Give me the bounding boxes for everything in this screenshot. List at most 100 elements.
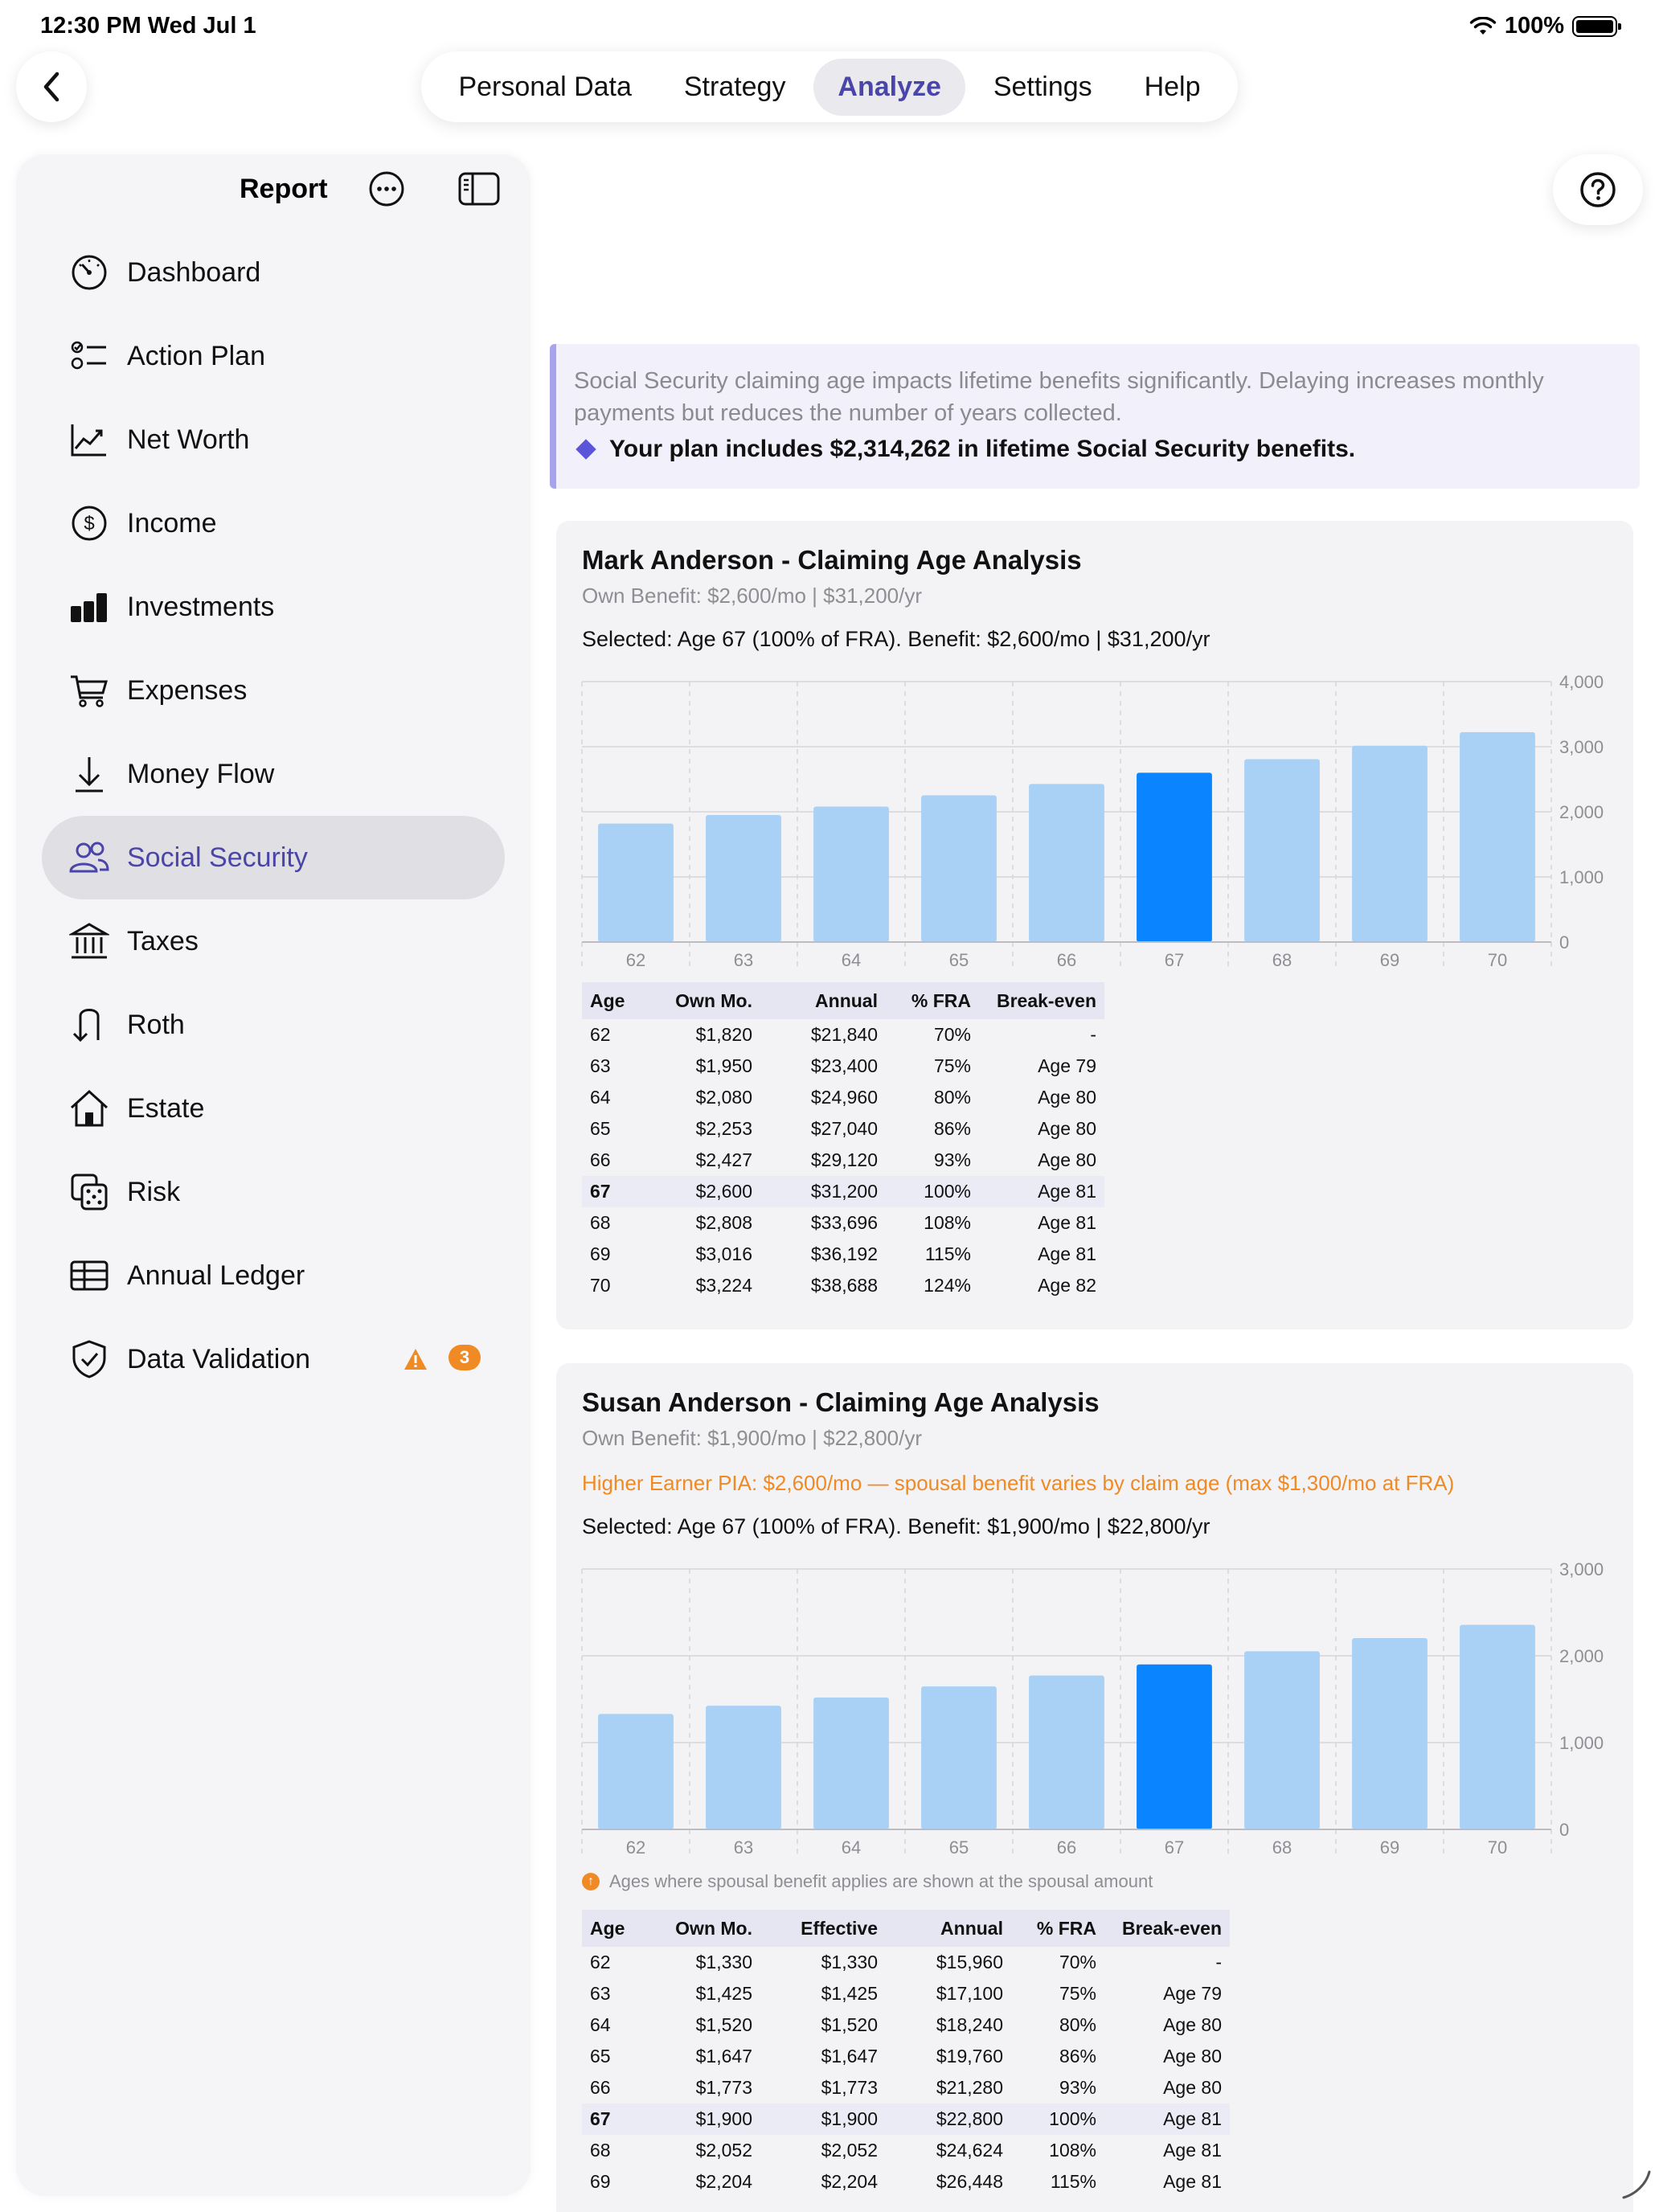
sidebar-item-label: Taxes bbox=[127, 925, 199, 956]
table-cell: $15,960 bbox=[936, 1952, 1003, 1972]
table-cell: $36,192 bbox=[810, 1243, 878, 1264]
sidebar-item-investments[interactable]: Investments bbox=[42, 565, 505, 649]
bar-age-67[interactable] bbox=[1137, 1664, 1212, 1829]
sidebar-item-taxes[interactable]: Taxes bbox=[42, 899, 505, 983]
table-cell: $1,647 bbox=[695, 2046, 752, 2067]
bar-age-67[interactable] bbox=[1137, 772, 1212, 942]
table-cell: 75% bbox=[933, 1055, 971, 1076]
bar-age-65[interactable] bbox=[921, 795, 997, 942]
table-row: 63 $1,425 $1,425 $17,100 75% Age 79 bbox=[582, 1978, 1230, 2009]
bar-age-63[interactable] bbox=[706, 815, 781, 942]
column-header: Own Mo. bbox=[656, 982, 760, 1019]
bar-age-65[interactable] bbox=[921, 1686, 997, 1829]
sidebar-item-annual-ledger[interactable]: Annual Ledger bbox=[42, 1234, 505, 1317]
tab-strategy[interactable]: Strategy bbox=[683, 71, 786, 102]
table-cell: $3,224 bbox=[695, 1275, 752, 1296]
sidebar-item-label: Data Validation bbox=[127, 1343, 311, 1374]
sidebar-item-data-validation[interactable]: Data Validation 3 bbox=[42, 1317, 505, 1401]
table-cell: $2,080 bbox=[695, 1087, 752, 1108]
table-cell: $1,330 bbox=[695, 1952, 752, 1972]
people-icon bbox=[68, 836, 111, 879]
table-cell: 115% bbox=[924, 1243, 971, 1264]
table-cell: 100% bbox=[1011, 2103, 1104, 2135]
table-cell: Age 79 bbox=[1038, 1055, 1096, 1076]
sidebar-item-risk[interactable]: Risk bbox=[42, 1150, 505, 1234]
sidebar-item-income[interactable]: $ Income bbox=[42, 481, 505, 565]
y-tick-label: 0 bbox=[1559, 932, 1569, 952]
susan-analysis-card: Susan Anderson - Claiming Age Analysis O… bbox=[556, 1363, 1633, 2212]
x-tick-label: 69 bbox=[1380, 1837, 1399, 1858]
sidebar-item-roth[interactable]: Roth bbox=[42, 983, 505, 1067]
y-tick-label: 1,000 bbox=[1559, 867, 1604, 887]
bar-age-66[interactable] bbox=[1029, 1675, 1104, 1829]
bar-age-63[interactable] bbox=[706, 1706, 781, 1829]
table-cell: $1,773 bbox=[821, 2077, 878, 2098]
table-cell: 100% bbox=[886, 1176, 979, 1207]
table-cell: $24,960 bbox=[810, 1087, 878, 1108]
sidebar-item-money-flow[interactable]: Money Flow bbox=[42, 732, 505, 816]
bar-age-69[interactable] bbox=[1352, 1637, 1428, 1829]
sidebar-item-label: Roth bbox=[127, 1009, 185, 1040]
table-cell: $29,120 bbox=[810, 1149, 878, 1170]
table-cell: $1,425 bbox=[821, 1983, 878, 2004]
bar-age-70[interactable] bbox=[1460, 731, 1535, 942]
sidebar-item-net-worth[interactable]: Net Worth bbox=[42, 398, 505, 481]
question-circle-icon bbox=[1580, 172, 1616, 207]
x-tick-label: 66 bbox=[1057, 950, 1076, 970]
table-cell: $2,253 bbox=[695, 1118, 752, 1139]
table-cell: 66 bbox=[590, 2077, 611, 2098]
table-cell: 63 bbox=[590, 1055, 611, 1076]
tab-analyze[interactable]: Analyze bbox=[813, 58, 965, 116]
table-cell: $21,280 bbox=[936, 2077, 1003, 2098]
more-icon[interactable] bbox=[368, 170, 405, 207]
bar-age-62[interactable] bbox=[598, 823, 674, 942]
table-cell: 86% bbox=[1059, 2046, 1096, 2067]
back-button[interactable] bbox=[16, 51, 87, 122]
sidebar-item-dashboard[interactable]: Dashboard bbox=[42, 231, 505, 314]
table-row: 65 $2,253 $27,040 86% Age 80 bbox=[582, 1113, 1104, 1145]
bar-age-68[interactable] bbox=[1244, 1651, 1320, 1829]
checklist-icon bbox=[68, 334, 111, 378]
mark-analysis-card: Mark Anderson - Claiming Age Analysis Ow… bbox=[556, 521, 1633, 1329]
sidebar-item-social-security[interactable]: Social Security bbox=[42, 816, 505, 899]
sidebar-toggle-icon[interactable] bbox=[458, 172, 500, 206]
bar-chart-icon bbox=[68, 585, 111, 629]
bar-age-68[interactable] bbox=[1244, 759, 1320, 942]
table-cell: $24,624 bbox=[936, 2140, 1003, 2161]
tab-settings[interactable]: Settings bbox=[993, 71, 1092, 102]
mark-claiming-age-chart: 0 1,000 2,000 3,000 4,000 62 63 64 65 66 67 68 69 70 bbox=[581, 672, 1604, 970]
bar-age-64[interactable] bbox=[813, 1697, 889, 1829]
warning-icon bbox=[404, 1349, 427, 1370]
table-cell: Age 80 bbox=[1163, 2077, 1222, 2098]
table-row: 67 $2,600 $31,200 100% Age 81 bbox=[582, 1176, 1104, 1207]
bar-age-66[interactable] bbox=[1029, 784, 1104, 942]
table-cell: 65 bbox=[590, 2046, 611, 2067]
card-title: Mark Anderson - Claiming Age Analysis bbox=[582, 545, 1082, 575]
card-title: Susan Anderson - Claiming Age Analysis bbox=[582, 1387, 1100, 1417]
sidebar-item-label: Action Plan bbox=[127, 340, 265, 371]
bar-age-62[interactable] bbox=[598, 1714, 674, 1829]
table-row: 65 $1,647 $1,647 $19,760 86% Age 80 bbox=[582, 2041, 1230, 2072]
sidebar-item-estate[interactable]: Estate bbox=[42, 1067, 505, 1150]
sidebar-item-expenses[interactable]: Expenses bbox=[42, 649, 505, 732]
table-cell: 67 bbox=[582, 2103, 656, 2135]
bar-age-64[interactable] bbox=[813, 806, 889, 942]
help-button[interactable] bbox=[1553, 154, 1643, 225]
bar-age-69[interactable] bbox=[1352, 745, 1428, 942]
sidebar-item-action-plan[interactable]: Action Plan bbox=[42, 314, 505, 398]
selected-age-text: Selected: Age 67 (100% of FRA). Benefit:… bbox=[582, 1514, 1210, 1538]
y-tick-label: 3,000 bbox=[1559, 737, 1604, 757]
table-row: 64 $2,080 $24,960 80% Age 80 bbox=[582, 1082, 1104, 1113]
tab-help[interactable]: Help bbox=[1144, 71, 1201, 102]
bank-icon bbox=[68, 920, 111, 963]
table-row: 69 $3,016 $36,192 115% Age 81 bbox=[582, 1239, 1104, 1270]
tab-personal-data[interactable]: Personal Data bbox=[458, 71, 632, 102]
table-row: 68 $2,052 $2,052 $24,624 108% Age 81 bbox=[582, 2135, 1230, 2166]
column-header: Break-even bbox=[1104, 1910, 1230, 1947]
bar-age-70[interactable] bbox=[1460, 1624, 1535, 1829]
diamond-icon bbox=[576, 439, 596, 460]
sidebar-item-label: Investments bbox=[127, 591, 275, 622]
table-cell: 69 bbox=[590, 1243, 611, 1264]
battery-percent: 100% bbox=[1504, 13, 1564, 39]
mark-claiming-table: Age Own Mo. Annual% FRA Break-even 62 $1,820… bbox=[582, 982, 1104, 1301]
